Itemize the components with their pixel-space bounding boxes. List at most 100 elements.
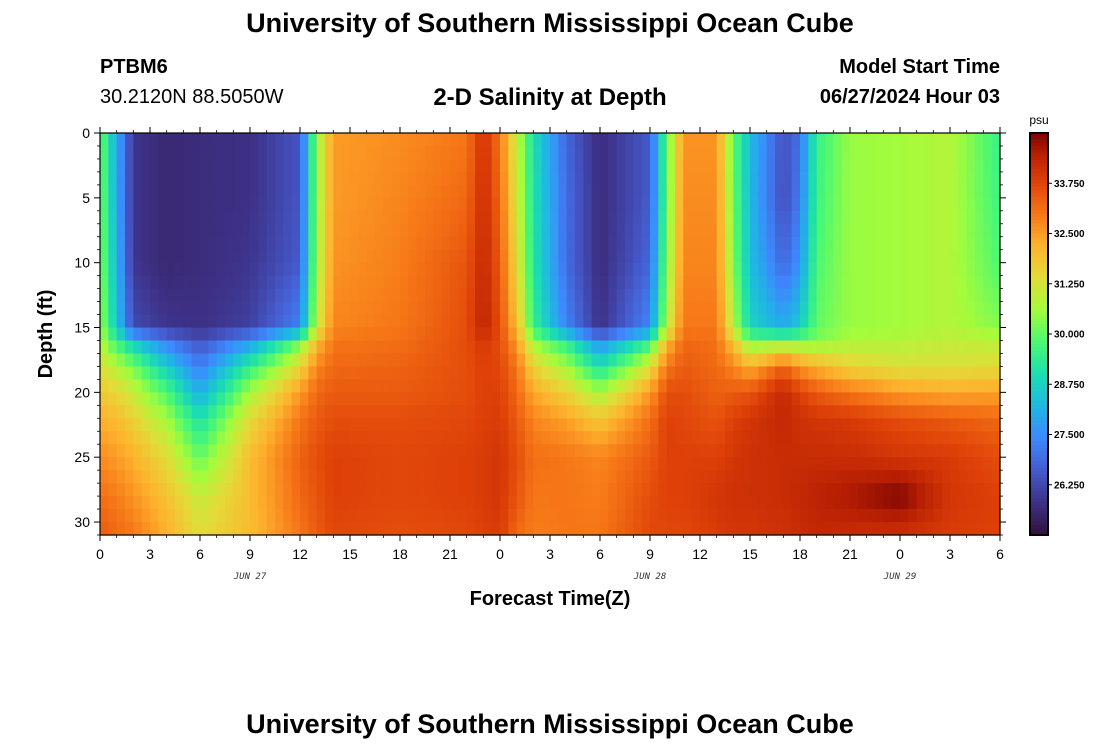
heatmap-cell bbox=[316, 509, 326, 523]
heatmap-cell bbox=[691, 457, 701, 471]
heatmap-cell bbox=[491, 470, 501, 484]
heatmap-cell bbox=[458, 444, 468, 458]
heatmap-cell bbox=[191, 314, 201, 329]
heatmap-cell bbox=[566, 184, 576, 199]
heatmap-cell bbox=[808, 483, 818, 497]
heatmap-cell bbox=[458, 314, 468, 329]
heatmap-cell bbox=[858, 470, 868, 484]
heatmap-cell bbox=[866, 431, 876, 445]
heatmap-cell bbox=[258, 418, 268, 432]
heatmap-cell bbox=[433, 483, 443, 497]
heatmap-cell bbox=[358, 392, 368, 406]
heatmap-cell bbox=[658, 366, 668, 380]
heatmap-cell bbox=[375, 262, 384, 277]
x-tick-label: 12 bbox=[692, 546, 708, 562]
heatmap-cell bbox=[166, 314, 176, 329]
heatmap-cell bbox=[566, 457, 576, 471]
heatmap-cell bbox=[475, 431, 484, 445]
heatmap-cell bbox=[466, 379, 476, 393]
heatmap-cell bbox=[458, 366, 468, 380]
heatmap-cell bbox=[925, 431, 934, 445]
heatmap-cell bbox=[766, 444, 776, 458]
heatmap-cell bbox=[166, 522, 176, 536]
heatmap-cell bbox=[758, 522, 768, 536]
heatmap-cell bbox=[291, 470, 301, 484]
heatmap-cell bbox=[375, 431, 384, 445]
heatmap-cell bbox=[583, 392, 593, 406]
heatmap-cell bbox=[766, 366, 776, 380]
heatmap-cell bbox=[308, 340, 318, 355]
colorbar-segment bbox=[1030, 149, 1048, 154]
heatmap-cell bbox=[666, 444, 676, 458]
heatmap-cell bbox=[458, 509, 468, 523]
heatmap-cell bbox=[800, 405, 809, 419]
heatmap-cell bbox=[100, 301, 109, 316]
heatmap-cell bbox=[908, 184, 918, 199]
heatmap-cell bbox=[283, 145, 293, 160]
heatmap-cell bbox=[408, 288, 418, 303]
heatmap-cell bbox=[333, 223, 343, 238]
heatmap-cell bbox=[266, 197, 276, 212]
heatmap-cell bbox=[650, 171, 659, 186]
heatmap-cell bbox=[491, 483, 501, 497]
heatmap-cell bbox=[216, 509, 226, 523]
heatmap-cell bbox=[300, 444, 309, 458]
heatmap-cell bbox=[283, 133, 293, 147]
heatmap-cell bbox=[858, 496, 868, 510]
heatmap-cell bbox=[216, 470, 226, 484]
heatmap-cell bbox=[258, 145, 268, 160]
heatmap-cell bbox=[608, 379, 618, 393]
heatmap-cell bbox=[916, 158, 926, 173]
heatmap-cell bbox=[433, 133, 443, 147]
heatmap-cell bbox=[991, 314, 1001, 329]
heatmap-cell bbox=[308, 184, 318, 199]
heatmap-cell bbox=[258, 509, 268, 523]
heatmap-cell bbox=[775, 288, 784, 303]
heatmap-cell bbox=[633, 340, 643, 355]
heatmap-cell bbox=[966, 236, 976, 251]
heatmap-cell bbox=[441, 249, 451, 264]
heatmap-cell bbox=[591, 418, 601, 432]
heatmap-cell bbox=[833, 366, 843, 380]
heatmap-cell bbox=[791, 392, 801, 406]
heatmap-cell bbox=[391, 262, 401, 277]
heatmap-cell bbox=[975, 522, 984, 536]
heatmap-cell bbox=[225, 288, 234, 303]
heatmap-cell bbox=[425, 133, 434, 147]
heatmap-cell bbox=[875, 457, 884, 471]
heatmap-cell bbox=[216, 431, 226, 445]
heatmap-cell bbox=[516, 392, 526, 406]
heatmap-cell bbox=[591, 470, 601, 484]
heatmap-cell bbox=[550, 340, 559, 355]
heatmap-cell bbox=[700, 133, 709, 147]
heatmap-cell bbox=[516, 262, 526, 277]
heatmap-cell bbox=[841, 133, 851, 147]
x-tick-label: 15 bbox=[342, 546, 358, 562]
heatmap-cell bbox=[141, 171, 151, 186]
colorbar-segment bbox=[1030, 136, 1048, 141]
heatmap-cell bbox=[300, 496, 309, 510]
heatmap-cell bbox=[150, 392, 159, 406]
heatmap-cell bbox=[466, 210, 476, 225]
heatmap-cell bbox=[775, 418, 784, 432]
heatmap-cell bbox=[925, 301, 934, 316]
heatmap-cell bbox=[850, 522, 859, 536]
heatmap-cell bbox=[716, 444, 726, 458]
heatmap-cell bbox=[450, 340, 459, 355]
heatmap-cell bbox=[733, 145, 743, 160]
heatmap-cell bbox=[225, 275, 234, 290]
heatmap-cell bbox=[383, 184, 393, 199]
heatmap-cell bbox=[125, 275, 134, 290]
heatmap-cell bbox=[341, 431, 351, 445]
heatmap-cell bbox=[691, 171, 701, 186]
colorbar-segment bbox=[1030, 283, 1048, 288]
heatmap-cell bbox=[950, 470, 959, 484]
heatmap-cell bbox=[633, 171, 643, 186]
heatmap-cell bbox=[833, 184, 843, 199]
heatmap-cell bbox=[566, 158, 576, 173]
heatmap-cell bbox=[691, 288, 701, 303]
heatmap-cell bbox=[925, 327, 934, 342]
heatmap-cell bbox=[150, 353, 159, 368]
heatmap-cell bbox=[475, 158, 484, 173]
heatmap-cell bbox=[725, 457, 734, 471]
